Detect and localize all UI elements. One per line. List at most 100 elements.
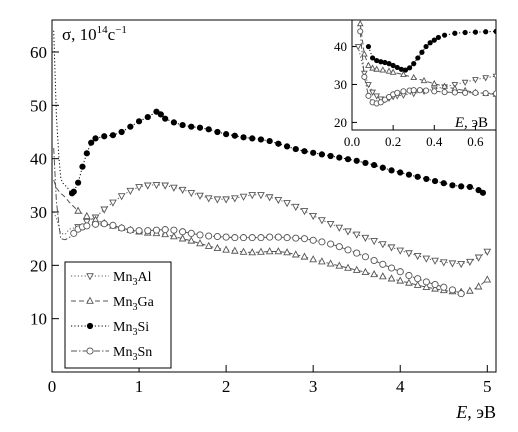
main-data-point-mn3si	[144, 113, 151, 121]
main-data-point-mn3sn	[231, 234, 239, 242]
main-data-point-mn3sn	[309, 236, 317, 244]
main-data-point-mn3si	[88, 139, 95, 146]
inset-data-point-mn3ga	[365, 61, 372, 68]
main-data-point-mn3ga	[422, 282, 431, 290]
legend-marker	[86, 347, 94, 355]
main-data-point-mn3si	[109, 132, 117, 139]
inset-data-point-mn3al	[472, 77, 479, 84]
inset-plot: 0.0 0.2 0.4 0.6 20 30 40 E, эВ	[334, 19, 497, 149]
main-data-point-mn3al	[100, 206, 109, 214]
main-data-point-mn3al	[344, 228, 352, 236]
main-data-point-mn3al	[257, 192, 265, 200]
main-data-point-mn3ga	[239, 247, 248, 255]
main-data-point-mn3ga	[222, 245, 230, 253]
main-series-mn3si	[53, 30, 487, 197]
main-data-point-mn3sn	[361, 253, 369, 261]
inset-data-point-mn3si	[415, 55, 421, 61]
inset-data-point-mn3sn	[472, 89, 479, 96]
main-data-point-mn3al	[230, 195, 239, 203]
main-data-point-mn3al	[187, 190, 196, 198]
main-data-point-mn3sn	[135, 227, 143, 235]
inset-data-point-mn3si	[386, 61, 392, 67]
inset-data-point-mn3si	[390, 62, 396, 69]
main-data-point-mn3si	[118, 128, 125, 136]
main-data-point-mn3si	[292, 145, 299, 153]
inset-data-point-mn3si	[402, 67, 409, 73]
main-data-point-mn3ga	[370, 270, 378, 278]
inset-series-mn3sn	[357, 28, 496, 107]
main-data-point-mn3ga	[344, 263, 352, 271]
main-data-point-mn3si	[344, 156, 352, 163]
inset-data-point-mn3si	[483, 29, 489, 35]
inset-data-point-mn3ga	[385, 67, 393, 74]
main-data-point-mn3si	[92, 135, 99, 142]
main-data-point-mn3si	[170, 119, 177, 126]
main-data-point-mn3al	[117, 193, 126, 201]
inset-data-point-mn3sn	[431, 88, 438, 95]
inset-data-point-mn3sn	[492, 90, 496, 97]
main-x-tick-label: 3	[309, 377, 318, 396]
inset-data-point-mn3al	[354, 44, 362, 51]
inset-data-point-mn3sn	[381, 96, 388, 103]
main-data-point-mn3al	[239, 193, 248, 201]
main-y-tick-label: 30	[30, 203, 47, 222]
main-data-point-mn3sn	[126, 226, 134, 234]
main-data-point-mn3al	[370, 238, 378, 246]
inset-data-point-mn3si	[441, 32, 448, 38]
main-data-point-mn3ga	[378, 272, 387, 280]
main-y-tick-label: 20	[30, 256, 47, 275]
main-data-point-mn3al	[143, 182, 152, 190]
main-data-point-mn3sn	[379, 260, 387, 268]
legend-entry-mn3si: Mn3Si	[71, 320, 149, 338]
inset-data-point-mn3si	[407, 65, 413, 71]
main-data-point-mn3al	[396, 247, 405, 255]
legend-label: Mn3Sn	[113, 345, 152, 363]
main-data-point-mn3ga	[361, 267, 370, 276]
main-data-point-mn3sn	[109, 221, 117, 229]
main-data-point-mn3si	[353, 157, 360, 164]
main-data-point-mn3sn	[222, 233, 230, 241]
main-data-point-mn3si	[431, 177, 439, 185]
main-data-point-mn3sn	[213, 232, 221, 241]
main-data-point-mn3si	[479, 189, 487, 196]
main-data-point-mn3sn	[414, 275, 422, 283]
inset-data-point-mn3al	[365, 82, 372, 89]
inset-data-point-mn3ga	[373, 65, 381, 72]
inset-data-point-mn3al	[482, 75, 490, 82]
main-data-point-mn3si	[179, 121, 186, 129]
main-x-tick-label: 4	[396, 377, 405, 396]
main-series-mn3al	[53, 182, 492, 269]
main-data-point-mn3al	[170, 184, 178, 192]
main-data-point-mn3si	[336, 154, 343, 161]
main-data-point-mn3al	[213, 196, 222, 204]
main-data-point-mn3al	[405, 250, 413, 258]
main-data-point-mn3sn	[152, 226, 161, 234]
inset-data-point-mn3si	[431, 37, 437, 43]
inset-data-point-mn3ga	[441, 82, 448, 89]
main-data-point-mn3ga	[170, 232, 178, 240]
main-data-point-mn3si	[379, 164, 386, 171]
main-data-point-mn3sn	[70, 229, 78, 237]
inset-data-point-mn3si	[374, 57, 380, 64]
inset-data-point-mn3ga	[356, 20, 364, 27]
main-data-point-mn3sn	[179, 228, 187, 236]
main-data-point-mn3sn	[161, 226, 169, 234]
main-data-point-mn3sn	[83, 222, 91, 230]
main-data-point-mn3ga	[274, 247, 283, 255]
main-data-point-mn3si	[458, 183, 465, 190]
inset-data-point-mn3sn	[482, 90, 489, 97]
main-data-point-mn3al	[248, 192, 257, 200]
main-data-point-mn3sn	[300, 235, 309, 243]
inset-data-point-mn3sn	[361, 73, 368, 80]
main-frame	[51, 19, 497, 373]
main-data-point-mn3ga	[326, 259, 335, 267]
inset-data-point-mn3al	[369, 89, 376, 96]
main-data-point-mn3al	[439, 259, 448, 267]
inset-data-point-mn3si	[394, 64, 400, 71]
inset-x-tick-label: 0.4	[426, 134, 443, 149]
legend-entry-mn3ga: Mn3Ga	[71, 295, 155, 313]
main-data-point-mn3ga	[396, 276, 405, 284]
inset-data-point-mn3ga	[369, 64, 376, 71]
inset-data-point-mn3si	[452, 30, 458, 36]
